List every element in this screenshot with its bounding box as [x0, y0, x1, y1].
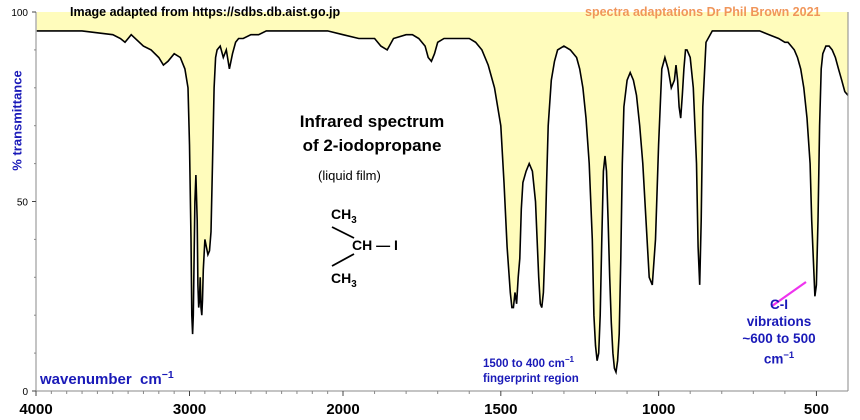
fingerprint-sup: −1	[564, 355, 575, 364]
x-axis-label: wavenumber cm−1	[40, 369, 174, 388]
x-axis-label-text: wavenumber	[40, 371, 132, 388]
author-credit: spectra adaptations Dr Phil Brown 2021	[585, 5, 821, 19]
y-tick-label-100: 100	[11, 8, 28, 19]
molecule-top-group: CH3	[331, 206, 357, 226]
bond-dash: —	[376, 237, 391, 253]
title-line-2: of 2-iodopropane	[302, 136, 442, 155]
top-subscript: 3	[351, 214, 357, 226]
x-tick-label-1000: 1000	[642, 401, 675, 418]
chart-subtitle: (liquid film)	[318, 168, 381, 183]
bond-bottom	[331, 253, 355, 267]
molecule-bottom-group: CH3	[331, 270, 357, 290]
x-tick-marks	[35, 391, 817, 396]
fingerprint-line-1: 1500 to 400 cm−1	[483, 352, 579, 372]
x-tick-label-1500: 1500	[484, 401, 517, 418]
x-tick-label-4000: 4000	[19, 401, 52, 418]
fingerprint-line-2: fingerprint region	[483, 372, 579, 385]
bottom-ch: CH	[331, 270, 352, 286]
x-tick-label-2000: 2000	[326, 401, 359, 418]
bottom-subscript: 3	[351, 278, 357, 290]
ci-pointer-line	[771, 281, 807, 307]
x-axis-unit: cm	[140, 371, 162, 388]
ci-unit: cm	[763, 351, 784, 367]
ci-line-3: ~600 to 500	[742, 331, 816, 346]
molecule-center: CH — I	[352, 237, 398, 253]
ci-line-1: C-I	[770, 297, 788, 312]
y-tick-labels: 0 50 100	[11, 8, 28, 398]
ci-sup: −1	[783, 350, 795, 361]
center-ch: CH	[352, 237, 373, 253]
chart-title: Infrared spectrum of 2-iodopropane	[272, 110, 472, 158]
ci-annotation: C-I vibrations ~600 to 500 cm−1	[736, 296, 822, 368]
source-credit: Image adapted from https://sdbs.db.aist.…	[70, 5, 341, 19]
plot-area	[36, 12, 848, 391]
bond-top	[331, 226, 355, 239]
spectrum-line	[36, 30, 849, 376]
y-tick-marks	[32, 11, 36, 392]
fingerprint-range: 1500 to 400 cm	[483, 357, 565, 370]
title-line-1: Infrared spectrum	[299, 112, 445, 131]
x-tick-label-500: 500	[804, 401, 829, 418]
x-axis-unit-sup: −1	[161, 369, 174, 381]
x-tick-labels: 4000 3000 2000 1500 1000 500	[19, 401, 829, 418]
iodine-atom: I	[394, 237, 398, 253]
fingerprint-annotation: 1500 to 400 cm−1 fingerprint region	[483, 352, 579, 387]
top-ch: CH	[331, 206, 352, 222]
absorption-fill	[36, 12, 849, 373]
molecule-bonds	[331, 226, 355, 267]
ci-line-2: vibrations	[746, 314, 812, 329]
ci-line-4: cm−1	[736, 347, 822, 368]
y-tick-label-0: 0	[22, 387, 28, 398]
y-axis-label: % transmittance	[9, 70, 25, 171]
x-tick-label-3000: 3000	[173, 401, 206, 418]
y-tick-label-50: 50	[17, 198, 29, 209]
